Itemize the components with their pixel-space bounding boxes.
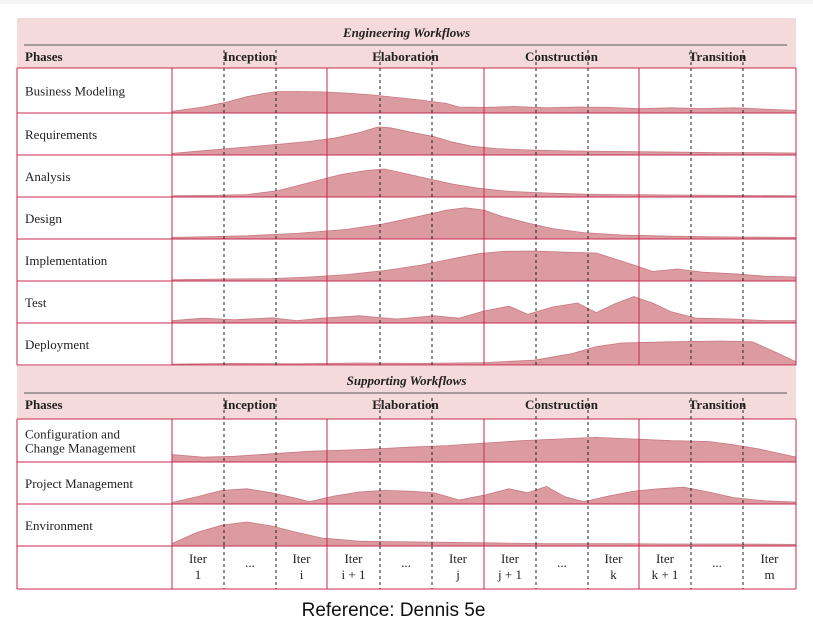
phases-header-label: Phases (25, 397, 63, 412)
iteration-label-top: Iter (656, 551, 675, 566)
phase-header-transition: Transition (689, 49, 747, 64)
phase-header-elaboration: Elaboration (372, 49, 439, 64)
phase-header-inception: Inception (223, 49, 277, 64)
iteration-label-bottom: 1 (195, 567, 202, 582)
iteration-label-bottom: i + 1 (342, 567, 366, 582)
iteration-label-bottom: j + 1 (497, 567, 522, 582)
workflow-label: Deployment (25, 337, 90, 352)
phase-header-inception: Inception (223, 397, 277, 412)
iteration-label-top: Iter (344, 551, 363, 566)
workflow-label: Implementation (25, 253, 108, 268)
top-divider (0, 0, 813, 4)
workflow-effort-area (171, 521, 797, 547)
workflow-row: Implementation (25, 250, 797, 282)
phase-header-construction: Construction (525, 397, 599, 412)
engineering-workflows-title: Engineering Workflows (342, 25, 470, 40)
iteration-label-top: ... (712, 555, 722, 570)
iteration-label-top: Iter (292, 551, 311, 566)
phase-header-transition: Transition (689, 397, 747, 412)
iteration-label-top: Iter (449, 551, 468, 566)
workflow-label: Project Management (25, 476, 133, 491)
workflow-row: Environment (25, 518, 797, 547)
workflow-effort-area (171, 91, 797, 114)
iteration-label: ... (557, 555, 567, 570)
workflow-row: Project Management (25, 476, 797, 505)
iteration-label: ... (712, 555, 722, 570)
workflow-row: Deployment (25, 337, 797, 366)
workflow-label: Design (25, 211, 62, 226)
iteration-label-bottom: m (764, 567, 774, 582)
workflow-row: Test (25, 295, 797, 324)
iteration-label: ... (401, 555, 411, 570)
workflow-label: Requirements (25, 127, 97, 142)
workflow-row: Requirements (25, 126, 797, 156)
workflow-row: Analysis (25, 168, 797, 198)
workflow-label: Environment (25, 518, 93, 533)
iteration-label-bottom: i (300, 567, 304, 582)
workflow-effort-area (171, 296, 797, 324)
workflow-row: Design (25, 207, 797, 240)
section-header-band (17, 18, 796, 68)
workflow-label: Change Management (25, 441, 136, 456)
workflow-label: Configuration and (25, 427, 120, 442)
iteration-label-bottom: k + 1 (652, 567, 679, 582)
phase-header-construction: Construction (525, 49, 599, 64)
workflow-effort-area (171, 126, 797, 156)
workflow-label: Analysis (25, 169, 71, 184)
supporting-workflows-title: Supporting Workflows (347, 373, 467, 388)
workflow-effort-area (171, 340, 797, 366)
workflow-diagram: Engineering Workflows Phases Inception Elab… (16, 18, 797, 590)
workflow-row: Business Modeling (25, 84, 797, 114)
iteration-label-top: Iter (604, 551, 623, 566)
iteration-label-top: ... (245, 555, 255, 570)
phases-header-label: Phases (25, 49, 63, 64)
workflow-effort-area (171, 168, 797, 198)
reference-caption: Reference: Dennis 5e (301, 600, 486, 621)
iteration-label-top: ... (557, 555, 567, 570)
iteration-label-top: Iter (189, 551, 208, 566)
iteration-label-bottom: j (455, 567, 460, 582)
iteration-label-top: ... (401, 555, 411, 570)
phase-header-elaboration: Elaboration (372, 397, 439, 412)
iteration-label: ... (245, 555, 255, 570)
iteration-label-bottom: k (610, 567, 617, 582)
iteration-label-top: Iter (760, 551, 779, 566)
workflow-label: Test (25, 295, 47, 310)
workflow-label: Business Modeling (25, 84, 126, 99)
iteration-label-top: Iter (501, 551, 520, 566)
